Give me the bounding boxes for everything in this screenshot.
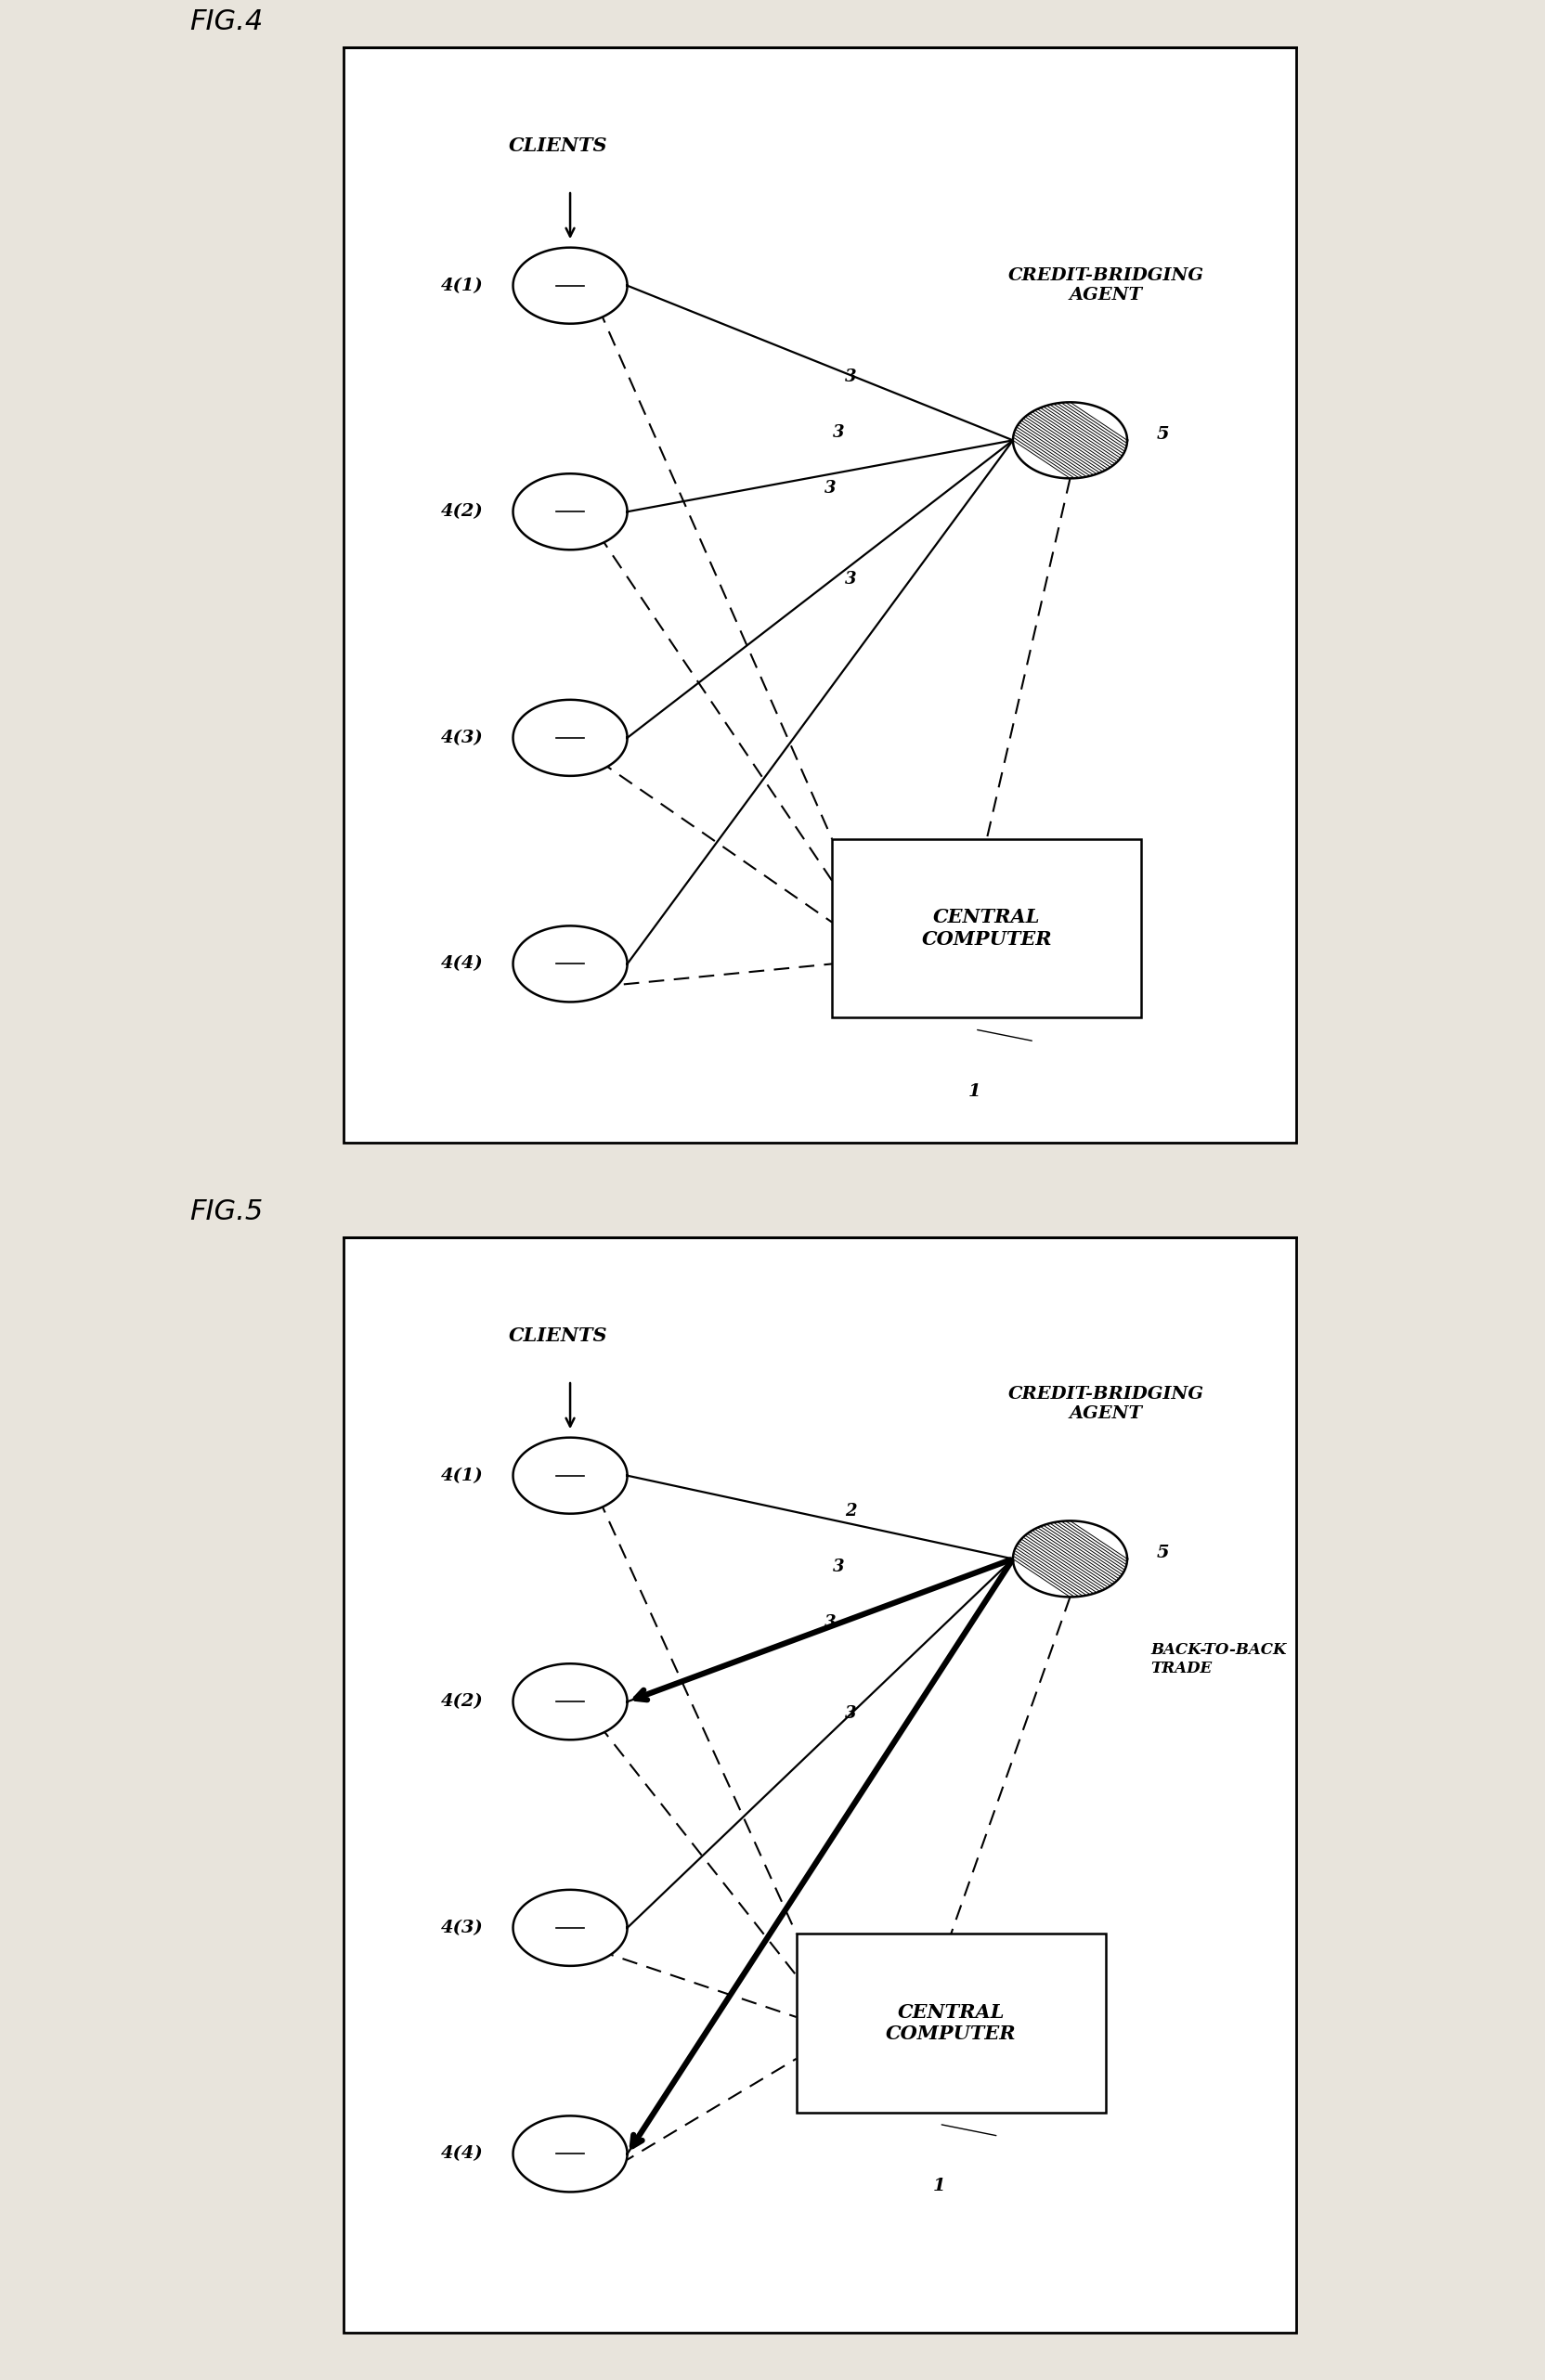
Text: 5: 5 [1157, 426, 1170, 443]
Text: 3: 3 [833, 424, 845, 440]
Polygon shape [513, 700, 627, 776]
Text: FIG.5: FIG.5 [188, 1200, 263, 1226]
Polygon shape [513, 474, 627, 550]
Text: CLIENTS: CLIENTS [508, 1326, 607, 1345]
Bar [345, 48, 1296, 1142]
Text: 3: 3 [825, 1614, 836, 1630]
Text: 3: 3 [845, 369, 856, 386]
Text: 4(1): 4(1) [440, 276, 484, 295]
Polygon shape [1014, 402, 1128, 478]
Text: 4(3): 4(3) [440, 1918, 484, 1937]
Text: 4(4): 4(4) [440, 954, 484, 973]
Text: CENTRAL
COMPUTER: CENTRAL COMPUTER [885, 2004, 1017, 2042]
Bar [345, 1238, 1296, 2332]
Polygon shape [513, 1890, 627, 1966]
Polygon shape [1014, 1521, 1128, 1597]
Text: CREDIT-BRIDGING
AGENT: CREDIT-BRIDGING AGENT [1007, 1385, 1204, 1421]
Polygon shape [513, 926, 627, 1002]
Text: 4(4): 4(4) [440, 2144, 484, 2163]
Text: CREDIT-BRIDGING
AGENT: CREDIT-BRIDGING AGENT [1007, 267, 1204, 302]
Bar [833, 838, 1142, 1019]
Text: 2: 2 [845, 1502, 856, 1518]
Text: 3: 3 [845, 571, 856, 588]
Text: 1: 1 [933, 2178, 946, 2194]
Text: FIG.4: FIG.4 [188, 10, 263, 36]
Text: CLIENTS: CLIENTS [508, 136, 607, 155]
Text: 4(1): 4(1) [440, 1466, 484, 1485]
Polygon shape [513, 2116, 627, 2192]
Text: 5: 5 [1157, 1545, 1170, 1561]
Polygon shape [513, 1664, 627, 1740]
Bar [796, 1933, 1106, 2113]
Polygon shape [513, 1438, 627, 1514]
Polygon shape [513, 248, 627, 324]
Text: 4(2): 4(2) [440, 502, 484, 521]
Text: 4(2): 4(2) [440, 1692, 484, 1711]
Text: BACK-TO-BACK
TRADE: BACK-TO-BACK TRADE [1151, 1642, 1287, 1676]
Text: 3: 3 [845, 1704, 856, 1723]
Text: 1: 1 [969, 1083, 981, 1100]
Text: 3: 3 [825, 478, 836, 497]
Text: CENTRAL
COMPUTER: CENTRAL COMPUTER [921, 909, 1052, 947]
Text: 3: 3 [833, 1559, 845, 1576]
Text: 4(3): 4(3) [440, 728, 484, 747]
